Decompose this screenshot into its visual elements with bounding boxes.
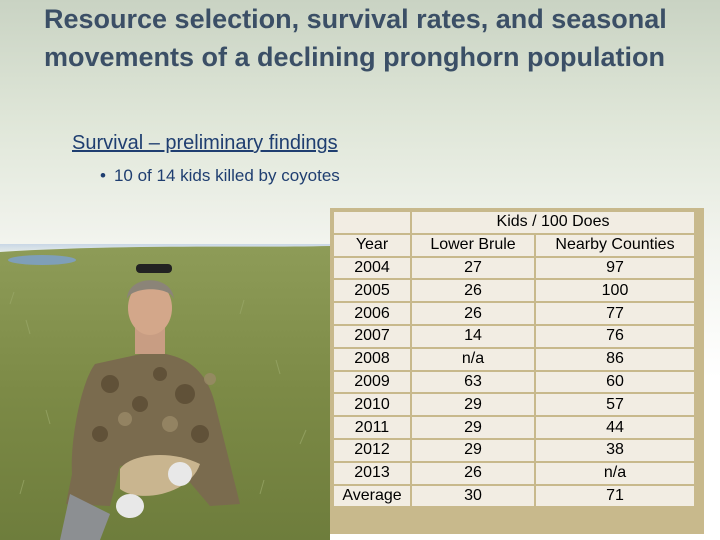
table-row: 2009 63 60 (334, 371, 694, 393)
nearby-counties-cell: 77 (536, 303, 694, 324)
bullet-item: • 10 of 14 kids killed by coyotes (100, 166, 340, 186)
year-cell: 2005 (334, 280, 410, 302)
kids-per-does-table: Kids / 100 Does Year Lower Brule Nearby … (332, 210, 696, 508)
nearby-counties-cell: 38 (536, 439, 694, 461)
lower-brule-cell: 26 (412, 280, 534, 302)
bullet-text: 10 of 14 kids killed by coyotes (113, 166, 340, 185)
nearby-counties-average-cell: 71 (536, 485, 694, 507)
table-row: Average 30 71 (334, 485, 694, 507)
table-row: 2006 26 77 (334, 303, 694, 324)
lower-brule-cell: 26 (412, 303, 534, 324)
data-table-frame: Kids / 100 Does Year Lower Brule Nearby … (330, 208, 704, 534)
lower-brule-average-cell: 30 (412, 485, 534, 507)
table-row: 2011 29 44 (334, 417, 694, 438)
group-header-row: Kids / 100 Does (334, 212, 694, 233)
nearby-counties-cell: 60 (536, 371, 694, 393)
table-row: 2012 29 38 (334, 439, 694, 461)
field-photo (0, 244, 330, 540)
lower-brule-cell: 29 (412, 394, 534, 416)
nearby-counties-cell: 86 (536, 348, 694, 370)
lower-brule-cell: 29 (412, 439, 534, 461)
year-cell: 2011 (334, 417, 410, 438)
year-cell: 2004 (334, 257, 410, 279)
year-cell: 2013 (334, 462, 410, 484)
group-header-empty (334, 212, 410, 233)
year-cell: 2008 (334, 348, 410, 370)
nearby-counties-cell: n/a (536, 462, 694, 484)
nearby-counties-cell: 97 (536, 257, 694, 279)
column-header: Lower Brule (412, 234, 534, 256)
table-row: 2005 26 100 (334, 280, 694, 302)
group-header-cell: Kids / 100 Does (412, 212, 694, 233)
column-header: Nearby Counties (536, 234, 694, 256)
lower-brule-cell: 63 (412, 371, 534, 393)
lower-brule-cell: 29 (412, 417, 534, 438)
table-row: 2004 27 97 (334, 257, 694, 279)
table-row: 2010 29 57 (334, 394, 694, 416)
table-row: 2008 n/a 86 (334, 348, 694, 370)
bullet-marker: • (100, 166, 106, 185)
lower-brule-cell: 14 (412, 325, 534, 347)
nearby-counties-cell: 57 (536, 394, 694, 416)
slide-title: Resource selection, survival rates, and … (44, 4, 667, 72)
lower-brule-cell: n/a (412, 348, 534, 370)
column-header: Year (334, 234, 410, 256)
year-cell: 2006 (334, 303, 410, 324)
average-label-cell: Average (334, 485, 410, 507)
year-cell: 2010 (334, 394, 410, 416)
section-subtitle: Survival – preliminary findings (72, 132, 338, 154)
lower-brule-cell: 27 (412, 257, 534, 279)
table-row: 2007 14 76 (334, 325, 694, 347)
table-row: 2013 26 n/a (334, 462, 694, 484)
year-cell: 2007 (334, 325, 410, 347)
photo-image (0, 244, 330, 540)
column-header-row: Year Lower Brule Nearby Counties (334, 234, 694, 256)
year-cell: 2009 (334, 371, 410, 393)
nearby-counties-cell: 44 (536, 417, 694, 438)
year-cell: 2012 (334, 439, 410, 461)
nearby-counties-cell: 100 (536, 280, 694, 302)
lower-brule-cell: 26 (412, 462, 534, 484)
nearby-counties-cell: 76 (536, 325, 694, 347)
